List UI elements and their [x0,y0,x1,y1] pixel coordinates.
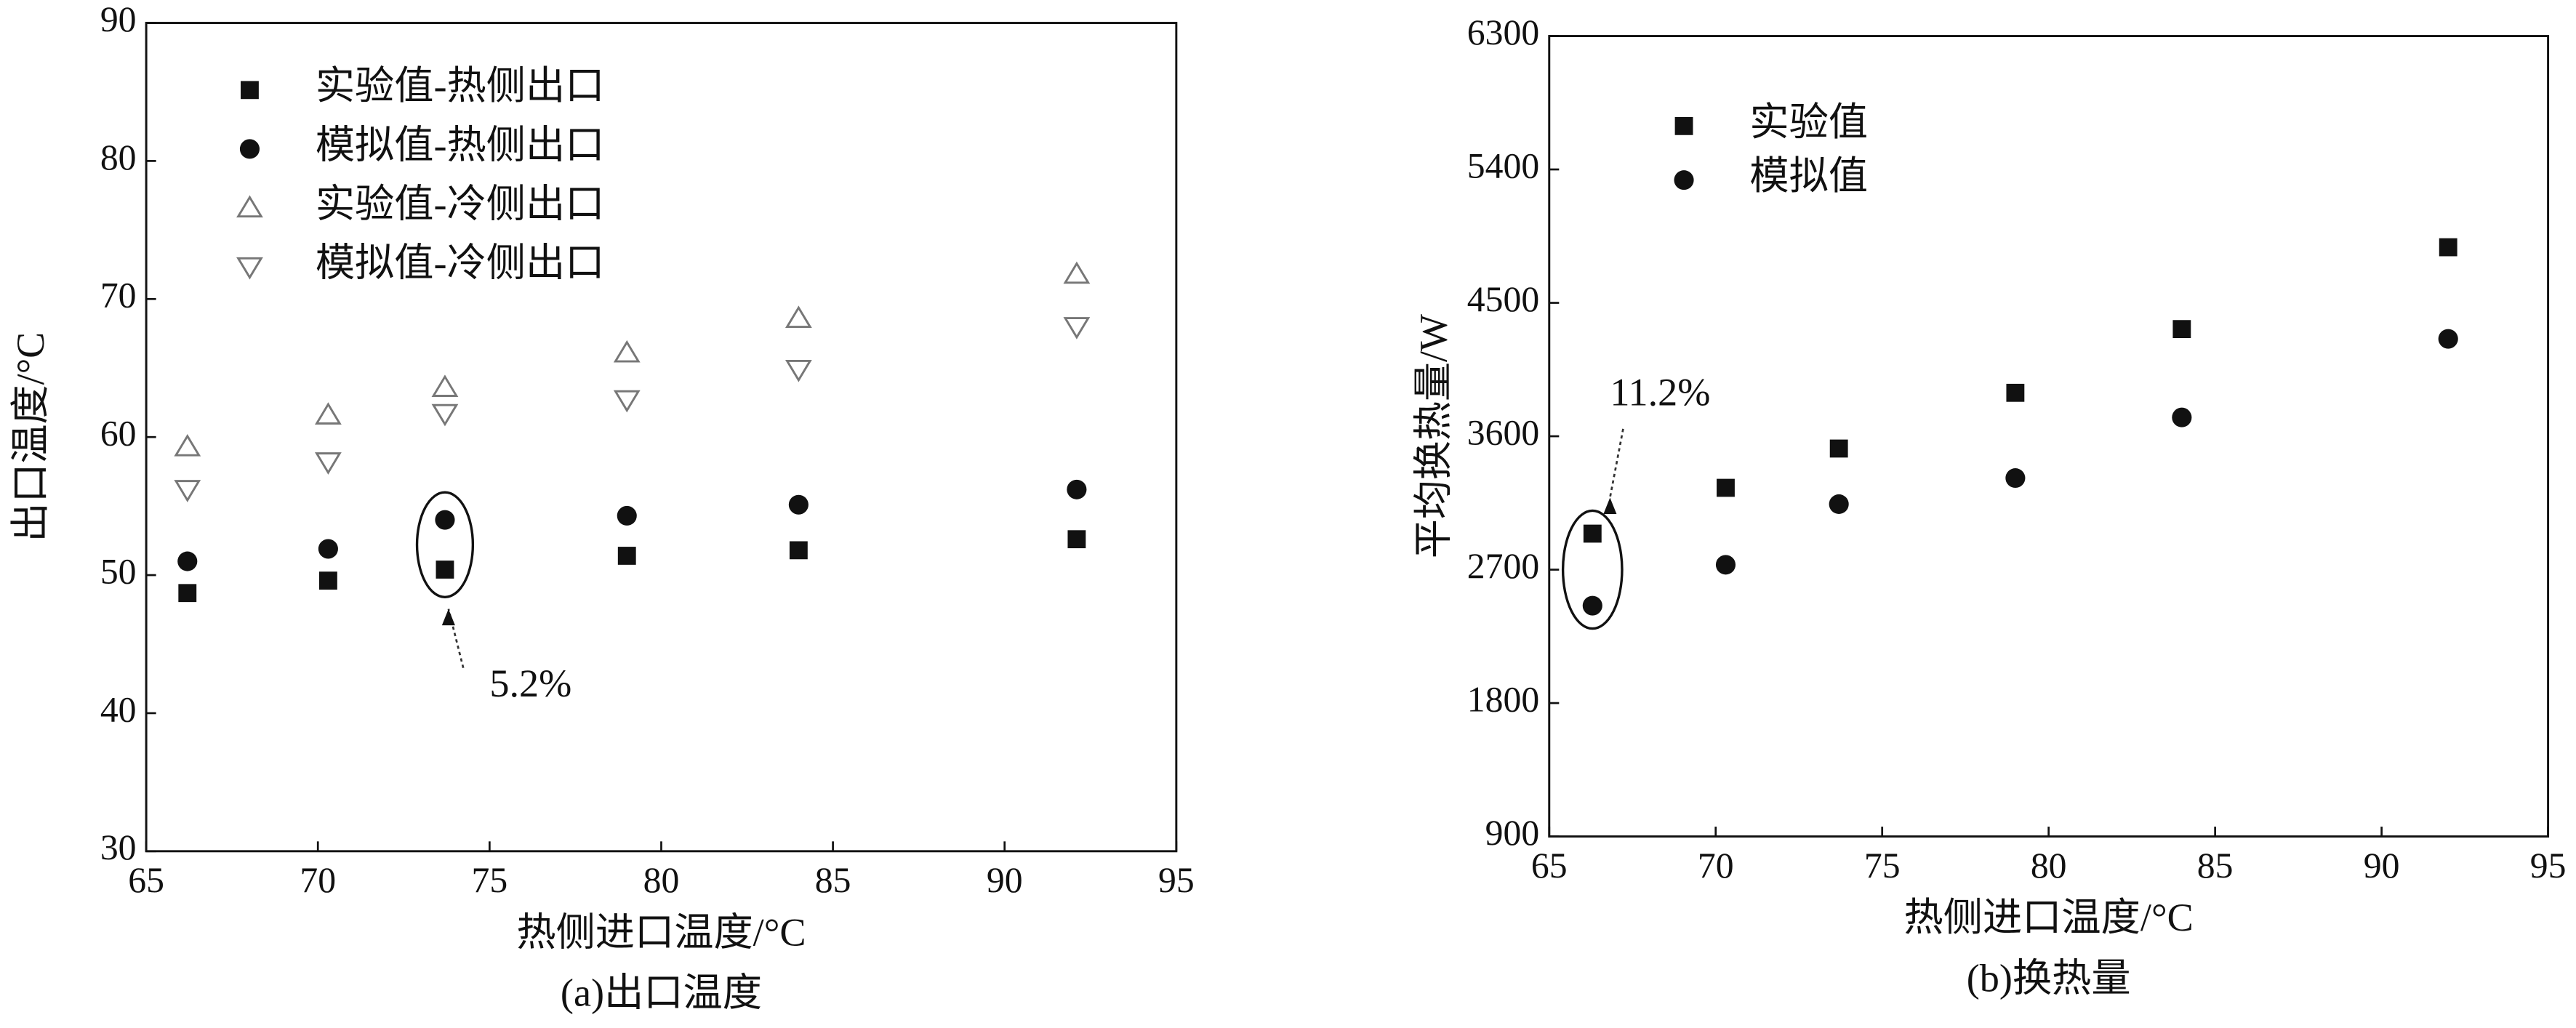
marker-triangle [785,305,812,329]
x-tick-label: 90 [2364,846,2400,886]
marker-circle [1067,479,1087,499]
marker-circle [2005,468,2026,489]
caption: (b)换热量 [1967,956,2131,1000]
marker-square [1717,478,1735,497]
y-tick-label: 80 [100,137,137,177]
x-tick-label: 85 [2197,846,2234,886]
marker-triangle [613,390,641,413]
caption: (a)出口温度 [561,971,762,1015]
x-axis-label: 热侧进口温度/°C [516,910,806,954]
y-tick-label: 1800 [1467,680,1539,720]
x-tick-label: 95 [1158,860,1195,900]
x-tick-label: 75 [472,860,508,900]
marker-square [318,571,337,590]
x-tick-label: 75 [1864,846,1901,886]
y-tick-label: 50 [100,552,137,592]
plot-frame [1548,35,2550,838]
marker-square [617,547,636,565]
legend-label: 实验值-冷侧出口 [316,182,605,225]
x-tick-label: 70 [1698,846,1734,886]
marker-square [1583,524,1602,543]
marker-square [178,584,197,603]
marker-square [1829,439,1848,458]
y-axis-label: 出口温度/°C [9,332,52,542]
marker-triangle [314,402,342,425]
legend-label: 模拟值 [1749,154,1868,198]
y-tick-label: 40 [100,689,137,729]
marker-circle [1715,555,1736,575]
marker-square [1067,530,1086,549]
legend-label: 模拟值-热侧出口 [316,123,605,166]
legend-label: 模拟值-冷侧出口 [316,241,605,284]
y-tick-label: 900 [1485,813,1540,853]
legend-label: 实验值 [1749,100,1868,144]
x-tick-label: 80 [643,860,680,900]
marker-circle [788,494,808,515]
y-tick-label: 60 [100,414,137,454]
highlight-ellipse [415,491,475,599]
marker-triangle [1063,261,1091,284]
y-tick-label: 6300 [1467,12,1539,52]
marker-square [1674,116,1693,135]
x-tick-label: 65 [1531,846,1568,886]
x-tick-label: 85 [815,860,851,900]
legend-label: 实验值-热侧出口 [316,64,605,108]
annotation: 5.2% [489,662,571,705]
marker-circle [2172,407,2192,427]
y-tick-label: 3600 [1467,412,1539,452]
marker-triangle [236,257,263,280]
marker-square [789,541,808,560]
marker-circle [435,510,455,530]
x-tick-label: 90 [987,860,1023,900]
arrow-head [441,609,455,626]
marker-triangle [431,403,459,427]
marker-triangle [785,359,812,382]
marker-square [2172,320,2191,339]
marker-triangle [236,195,263,218]
marker-triangle [174,433,201,457]
marker-circle [177,551,198,571]
marker-circle [1829,494,1849,514]
marker-square [2439,238,2457,257]
marker-circle [239,139,260,159]
y-tick-label: 5400 [1467,145,1539,185]
x-tick-label: 80 [2031,846,2067,886]
y-tick-label: 4500 [1467,279,1539,319]
marker-square [2006,383,2025,402]
arrow-head [1603,497,1617,514]
marker-circle [2438,329,2458,349]
highlight-ellipse [1561,509,1624,630]
marker-triangle [431,374,459,397]
y-axis-label: 平均换热量/W [1411,314,1455,558]
annotation-arrow [1609,428,1624,498]
y-tick-label: 2700 [1467,546,1539,586]
marker-square [241,81,259,100]
marker-circle [1582,595,1602,616]
marker-triangle [1063,317,1091,340]
marker-circle [1674,170,1694,190]
x-tick-label: 70 [300,860,336,900]
x-tick-label: 65 [128,860,164,900]
x-tick-label: 95 [2530,846,2567,886]
annotation: 11.2% [1610,370,1710,414]
marker-triangle [314,452,342,475]
marker-circle [617,505,637,526]
plot-frame [145,22,1178,853]
marker-triangle [174,480,201,502]
y-tick-label: 90 [100,0,137,39]
marker-triangle [613,340,641,363]
marker-square [436,561,454,579]
y-tick-label: 70 [100,276,137,316]
marker-circle [318,539,338,559]
y-tick-label: 30 [100,827,137,867]
x-axis-label: 热侧进口温度/°C [1904,896,2194,939]
